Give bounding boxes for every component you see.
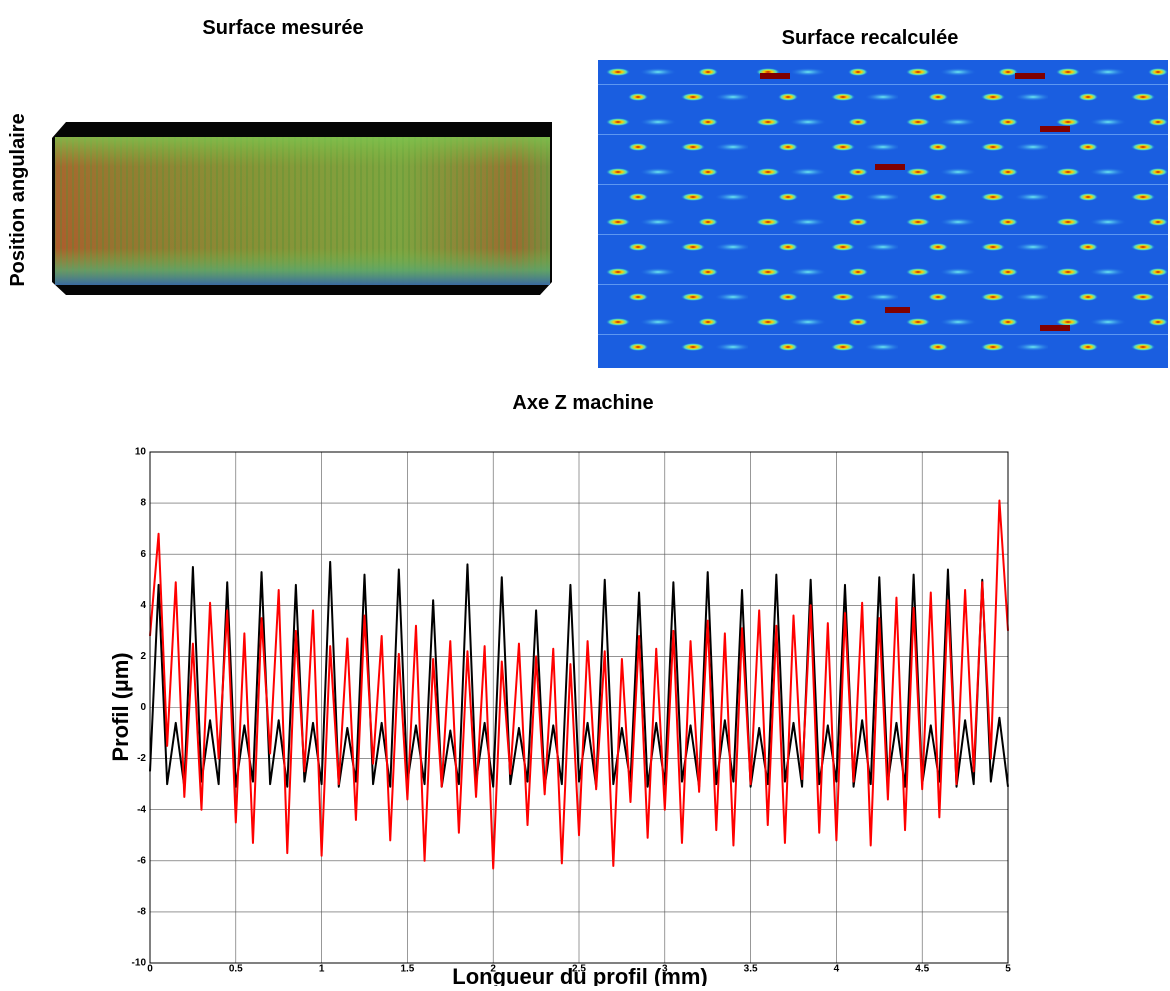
x-tick-label: 0: [147, 964, 153, 975]
x-tick-label: 2.5: [572, 964, 586, 975]
y-tick-label: 10: [135, 447, 147, 458]
x-axis-label: Longueur du profil (mm): [452, 964, 707, 986]
y-tick-label: -8: [137, 907, 146, 918]
x-tick-label: 4: [834, 964, 840, 975]
y-tick-label: 8: [140, 498, 146, 509]
data-line: [149, 560, 1009, 788]
recalculated-surface: [578, 57, 1168, 368]
left-image-title: Surface mesurée: [202, 17, 363, 39]
x-tick-label: 1: [319, 964, 325, 975]
y-tick-label: -10: [132, 958, 147, 969]
x-tick-label: 3.5: [744, 964, 758, 975]
right-image-title: Surface recalculée: [782, 27, 959, 49]
y-tick-label: -2: [137, 753, 146, 764]
x-tick-label: 3: [662, 964, 668, 975]
data-line: [149, 499, 1009, 870]
x-tick-label: 0.5: [229, 964, 243, 975]
left-image-ylabel: Position angulaire: [7, 113, 29, 286]
x-tick-label: 1.5: [400, 964, 414, 975]
plot-frame: [149, 451, 1009, 964]
y-tick-label: -4: [137, 804, 146, 815]
y-tick-label: -6: [137, 855, 146, 866]
x-tick-label: 5: [1005, 964, 1011, 975]
y-tick-label: 2: [140, 651, 146, 662]
bottom-title: Axe Z machine: [512, 392, 653, 414]
y-axis-label: Profil (µm): [108, 652, 133, 761]
x-tick-label: 4.5: [915, 964, 929, 975]
y-tick-label: 4: [140, 600, 146, 611]
x-tick-label: 2: [490, 964, 496, 975]
y-tick-label: 6: [140, 549, 146, 560]
y-tick-label: 0: [140, 702, 146, 713]
measured-surface: [52, 122, 552, 295]
